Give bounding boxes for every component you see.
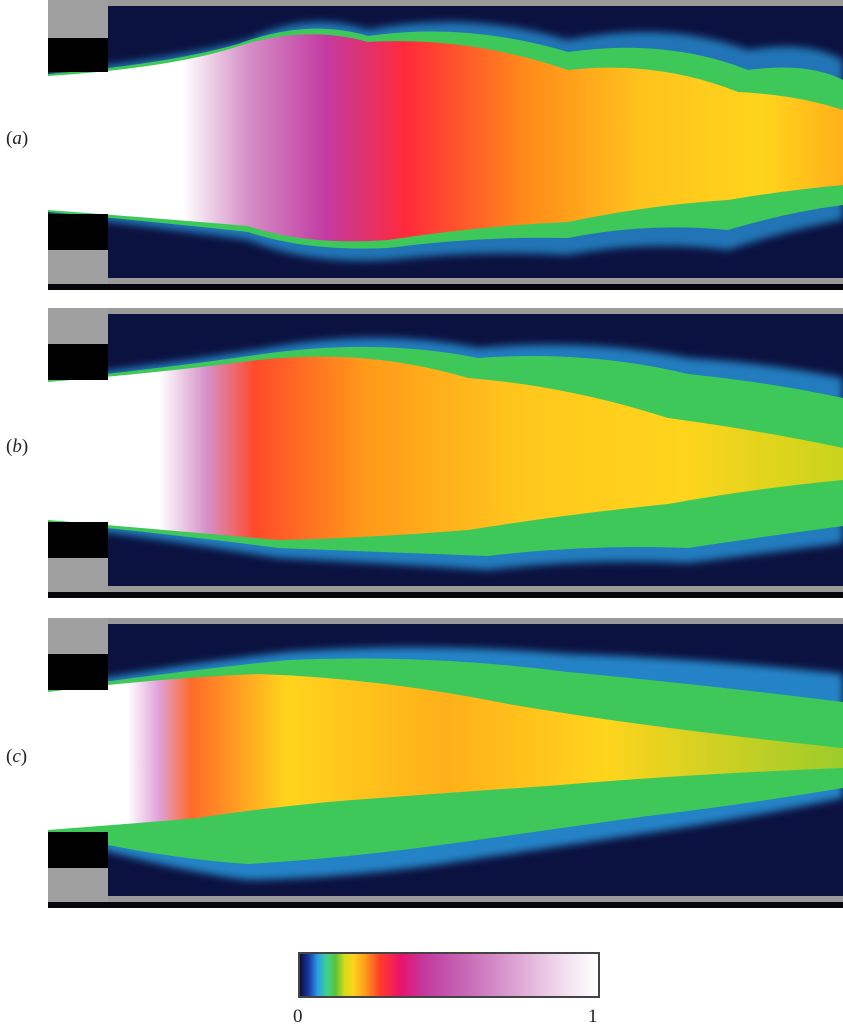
panel-label-b: (b)	[6, 436, 29, 457]
panel-label-a: (a)	[6, 128, 29, 149]
flow-panel-a	[48, 0, 843, 290]
flow-panel-b	[48, 308, 843, 598]
colorbar: 0 1	[293, 952, 600, 1027]
flow-panel-c	[48, 618, 843, 908]
panel-label-c: (c)	[6, 746, 28, 767]
colorbar-min-label: 0	[293, 1006, 303, 1027]
colorbar-max-label: 1	[588, 1006, 598, 1027]
colorbar-gradient	[298, 952, 600, 998]
